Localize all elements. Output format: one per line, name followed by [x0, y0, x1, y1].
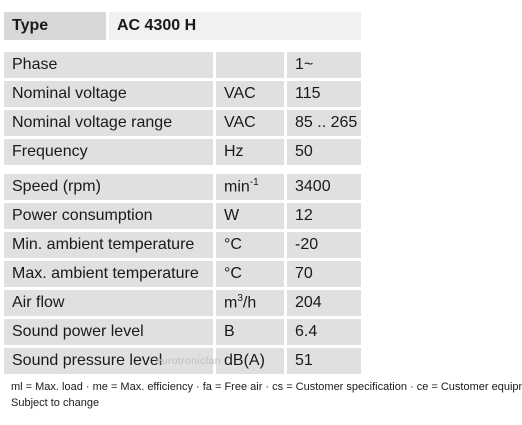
- spec-unit: m3/h: [213, 290, 284, 316]
- spec-name: Power consumption: [4, 203, 213, 229]
- spec-unit: min-1: [213, 174, 284, 200]
- spec-unit: VAC: [213, 81, 284, 107]
- table-row: Frequency Hz 50: [4, 139, 361, 165]
- spec-value: -20: [284, 232, 361, 258]
- table-row: Speed (rpm) min-1 3400: [4, 174, 361, 200]
- spec-name: Frequency: [4, 139, 213, 165]
- spec-unit: Hz: [213, 139, 284, 165]
- spec-unit: °C: [213, 261, 284, 287]
- spec-name: Sound pressure level: [4, 348, 213, 374]
- spec-name: Nominal voltage: [4, 81, 213, 107]
- table-row: Max. ambient temperature °C 70: [4, 261, 361, 287]
- unit-tail: /h: [242, 294, 257, 312]
- spec-unit: [213, 52, 284, 78]
- electrical-specs-table: Phase 1~ Nominal voltage VAC 115 Nominal…: [4, 49, 361, 168]
- table-row: Power consumption W 12: [4, 203, 361, 229]
- spec-unit: B: [213, 319, 284, 345]
- spec-value: 1~: [284, 52, 361, 78]
- type-value: AC 4300 H: [109, 12, 361, 40]
- performance-specs-table: Speed (rpm) min-1 3400 Power consumption…: [4, 171, 361, 377]
- spec-name: Phase: [4, 52, 213, 78]
- spec-unit: W: [213, 203, 284, 229]
- spec-value: 51: [284, 348, 361, 374]
- spec-value: 3400: [284, 174, 361, 200]
- disclaimer: Subject to change: [11, 397, 100, 409]
- spec-unit: °C: [213, 232, 284, 258]
- unit-base: m: [224, 294, 238, 312]
- spec-value: 6.4: [284, 319, 361, 345]
- spec-value: 85 .. 265: [284, 110, 361, 136]
- type-header-row: Type AC 4300 H: [4, 12, 361, 40]
- unit-superscript: 3: [237, 293, 243, 305]
- spec-name: Speed (rpm): [4, 174, 213, 200]
- spec-name: Sound power level: [4, 319, 213, 345]
- spec-name: Nominal voltage range: [4, 110, 213, 136]
- spec-unit: VAC: [213, 110, 284, 136]
- spec-value: 204: [284, 290, 361, 316]
- type-label: Type: [4, 12, 106, 40]
- footnotes: ml = Max. load · me = Max. efficiency · …: [11, 379, 522, 411]
- table-row: Air flow m3/h 204: [4, 290, 361, 316]
- table-row: Nominal voltage range VAC 85 .. 265: [4, 110, 361, 136]
- spec-value: 12: [284, 203, 361, 229]
- unit-superscript: -1: [249, 177, 259, 189]
- unit-base: min: [224, 178, 250, 196]
- watermark: eurotronicfan: [156, 356, 221, 367]
- spec-name: Air flow: [4, 290, 213, 316]
- spec-value: 50: [284, 139, 361, 165]
- abbreviation-legend: ml = Max. load · me = Max. efficiency · …: [11, 381, 522, 393]
- spec-unit: dB(A): [213, 348, 284, 374]
- spec-value: 115: [284, 81, 361, 107]
- table-row: Min. ambient temperature °C -20: [4, 232, 361, 258]
- table-row: Phase 1~: [4, 52, 361, 78]
- spec-name: Min. ambient temperature: [4, 232, 213, 258]
- spec-value: 70: [284, 261, 361, 287]
- spec-name: Max. ambient temperature: [4, 261, 213, 287]
- table-row: Sound pressure level dB(A) 51: [4, 348, 361, 374]
- table-row: Sound power level B 6.4: [4, 319, 361, 345]
- table-row: Nominal voltage VAC 115: [4, 81, 361, 107]
